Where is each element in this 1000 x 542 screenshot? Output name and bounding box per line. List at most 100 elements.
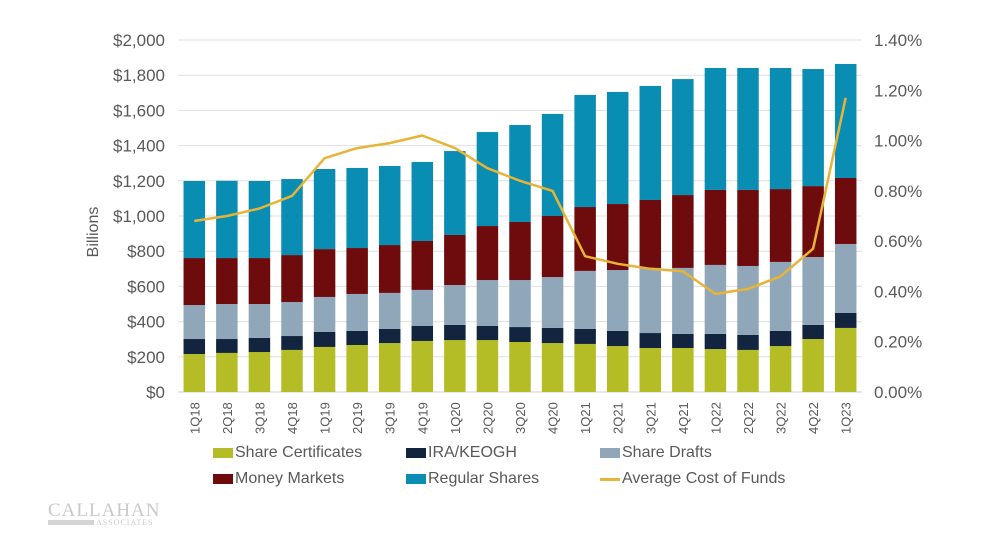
bar-regular-shares xyxy=(216,180,238,259)
bar-share-certificates xyxy=(411,340,434,392)
bar-money-markets xyxy=(313,249,336,297)
bar-ira-keogh xyxy=(444,324,466,341)
bar-stack-3Q19 xyxy=(378,166,401,392)
y-tick-label: $1,400 xyxy=(113,137,165,156)
legend-item-share-certificates: Share Certificates xyxy=(213,444,362,462)
bar-ira-keogh xyxy=(509,327,531,343)
bar-regular-shares xyxy=(313,169,336,250)
bar-ira-keogh xyxy=(769,330,792,347)
bar-money-markets xyxy=(476,226,499,281)
bar-stack-4Q19 xyxy=(411,161,434,392)
x-tick-label: 3Q20 xyxy=(513,402,528,434)
callahan-logo: CALLAHAN ASSOCIATES xyxy=(48,500,164,528)
y-tick-label: $1,600 xyxy=(113,101,165,120)
bar-share-drafts xyxy=(769,261,792,331)
bar-share-certificates xyxy=(574,343,596,392)
bar-money-markets xyxy=(802,186,824,258)
x-tick-label: 3Q21 xyxy=(643,402,658,434)
bar-share-drafts xyxy=(346,293,368,331)
bar-stack-2Q19 xyxy=(346,167,368,392)
x-tick-label: 3Q18 xyxy=(252,402,267,434)
bar-regular-shares xyxy=(378,166,401,246)
bar-share-drafts xyxy=(216,304,238,340)
bar-money-markets xyxy=(672,195,694,268)
bar-stack-3Q18 xyxy=(248,180,271,392)
y2-tick-label: 0.60% xyxy=(874,232,922,251)
bar-stack-4Q22 xyxy=(802,69,824,392)
bar-share-drafts xyxy=(606,270,629,331)
bar-ira-keogh xyxy=(346,330,368,346)
bar-share-drafts xyxy=(834,243,857,313)
bar-share-certificates xyxy=(769,346,792,392)
bar-regular-shares xyxy=(672,79,694,196)
legend-swatch xyxy=(600,448,620,458)
y2-tick-label: 1.00% xyxy=(874,132,922,151)
bar-regular-shares xyxy=(606,91,629,205)
x-tick-label: 3Q22 xyxy=(774,402,789,434)
bar-ira-keogh xyxy=(704,333,727,350)
x-tick-label: 4Q19 xyxy=(415,402,430,434)
bar-ira-keogh xyxy=(281,336,303,350)
bar-money-markets xyxy=(216,258,238,304)
bar-share-drafts xyxy=(248,304,271,338)
bar-share-certificates xyxy=(183,353,206,392)
y-axis-right: 0.00% 0.20% 0.40% 0.60% 0.80% 1.00% 1.20% 1.40% xyxy=(874,31,922,402)
bar-share-certificates xyxy=(313,346,336,392)
bar-money-markets xyxy=(248,258,271,304)
bar-regular-shares xyxy=(183,180,206,259)
bar-share-drafts xyxy=(509,280,531,328)
bar-share-drafts xyxy=(378,292,401,329)
bar-stack-2Q21 xyxy=(606,91,629,392)
bar-ira-keogh xyxy=(606,330,629,347)
y2-tick-label: 0.40% xyxy=(874,282,922,301)
bars xyxy=(183,63,857,392)
x-tick-label: 1Q23 xyxy=(839,402,854,434)
legend-label: Share Certificates xyxy=(235,444,363,461)
bar-share-drafts xyxy=(183,305,206,340)
bar-stack-4Q20 xyxy=(541,113,564,392)
bar-ira-keogh xyxy=(378,328,401,344)
bar-money-markets xyxy=(834,177,857,244)
bar-regular-shares xyxy=(704,67,727,190)
x-tick-label: 1Q20 xyxy=(448,402,463,434)
bar-share-drafts xyxy=(313,296,336,332)
bar-ira-keogh xyxy=(216,339,238,353)
bar-ira-keogh xyxy=(639,333,662,348)
bar-regular-shares xyxy=(411,161,434,241)
bar-ira-keogh xyxy=(737,334,759,350)
bar-share-drafts xyxy=(672,267,694,334)
bar-regular-shares xyxy=(476,132,499,227)
x-tick-label: 4Q22 xyxy=(806,402,821,434)
x-tick-label: 4Q21 xyxy=(676,402,691,434)
bar-stack-2Q18 xyxy=(216,180,238,392)
bar-regular-shares xyxy=(541,113,564,216)
bar-stack-1Q23 xyxy=(834,63,857,392)
x-tick-label: 2Q21 xyxy=(611,402,626,434)
legend-item-share-drafts: Share Drafts xyxy=(600,444,712,462)
bar-share-drafts xyxy=(574,270,596,329)
bar-ira-keogh xyxy=(541,327,564,344)
bar-money-markets xyxy=(444,235,466,285)
bar-money-markets xyxy=(606,204,629,271)
bar-share-drafts xyxy=(281,302,303,337)
y2-tick-label: 0.80% xyxy=(874,182,922,201)
bar-share-certificates xyxy=(704,349,727,392)
bar-share-drafts xyxy=(704,264,727,334)
legend-item-money-markets: Money Markets xyxy=(213,470,344,488)
legend-swatch xyxy=(406,474,426,484)
y2-tick-label: 0.00% xyxy=(874,383,922,402)
bar-regular-shares xyxy=(769,67,792,190)
bar-share-certificates xyxy=(834,327,857,392)
bar-stack-1Q18 xyxy=(183,180,206,392)
bar-share-certificates xyxy=(476,340,499,392)
x-tick-label: 2Q19 xyxy=(350,402,365,434)
legend-item-regular-shares: Regular Shares xyxy=(406,470,539,488)
bar-ira-keogh xyxy=(313,331,336,347)
bar-share-drafts xyxy=(802,257,824,325)
bar-regular-shares xyxy=(737,67,759,190)
bar-share-certificates xyxy=(802,339,824,392)
bar-ira-keogh xyxy=(834,312,857,328)
bar-share-certificates xyxy=(606,346,629,392)
legend-label: IRA/KEOGH xyxy=(428,444,517,461)
bar-share-drafts xyxy=(639,267,662,334)
